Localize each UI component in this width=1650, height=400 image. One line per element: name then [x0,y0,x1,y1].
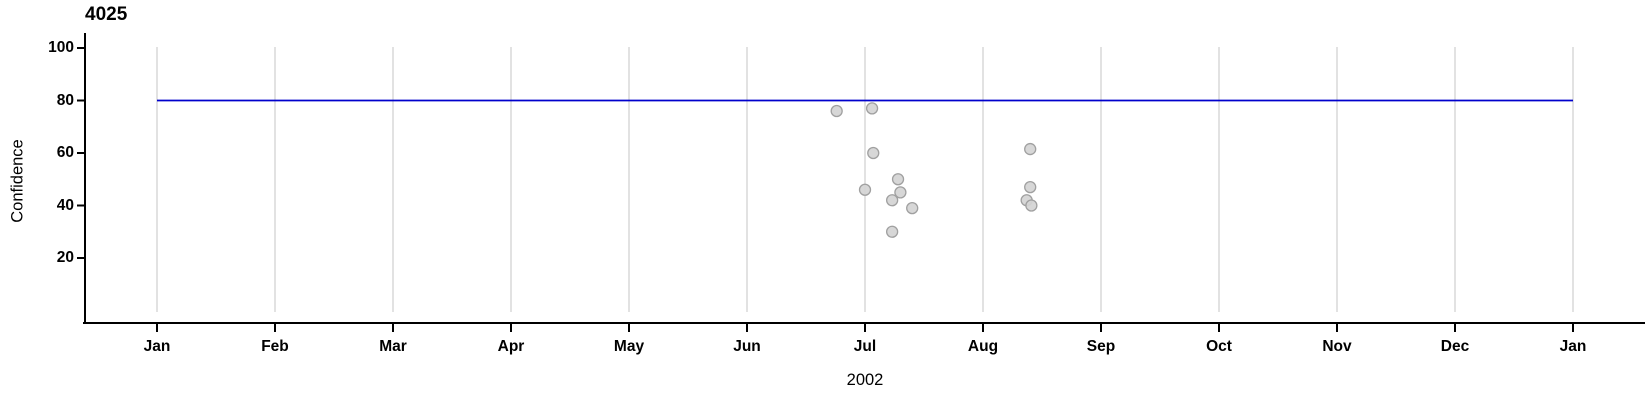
x-tick-label-sep-8: Sep [1086,338,1116,355]
x-tick-label-jan-0: Jan [143,338,171,355]
y-axis-title: Confidence [8,139,27,223]
data-point [865,102,879,115]
x-tick-label-oct-9: Oct [1206,338,1232,355]
data-point [858,183,872,196]
x-tick-label-feb-1: Feb [261,338,289,355]
x-tick-label-jan-12: Jan [1559,338,1587,355]
data-point [894,186,907,199]
y-tick-label-100: 100 [48,39,74,56]
y-tick-label-20: 20 [56,249,74,266]
data-point [891,173,905,186]
x-tick-label-apr-3: Apr [497,338,525,355]
x-axis-title: 2002 [846,371,884,389]
x-tick-label-dec-11: Dec [1440,338,1470,355]
data-point [1025,199,1038,212]
data-point [867,146,880,160]
x-tick-label-jul-6: Jul [853,338,877,355]
data-point [885,225,899,238]
y-tick-label-40: 40 [56,196,74,214]
x-tick-label-jun-5: Jun [733,338,761,355]
data-point [1024,142,1037,156]
data-point [885,194,899,207]
data-point [1024,180,1037,194]
x-tick-label-mar-2: Mar [379,338,407,355]
y-tick-label-60: 60 [56,144,74,161]
data-point [830,104,843,118]
y-tick-label-80: 80 [56,91,74,109]
x-tick-label-may-4: May [613,338,645,355]
data-point [906,201,919,215]
x-tick-label-nov-10: Nov [1322,338,1352,355]
x-tick-label-aug-7: Aug [967,338,999,355]
chart-title: 4025 [85,4,128,25]
